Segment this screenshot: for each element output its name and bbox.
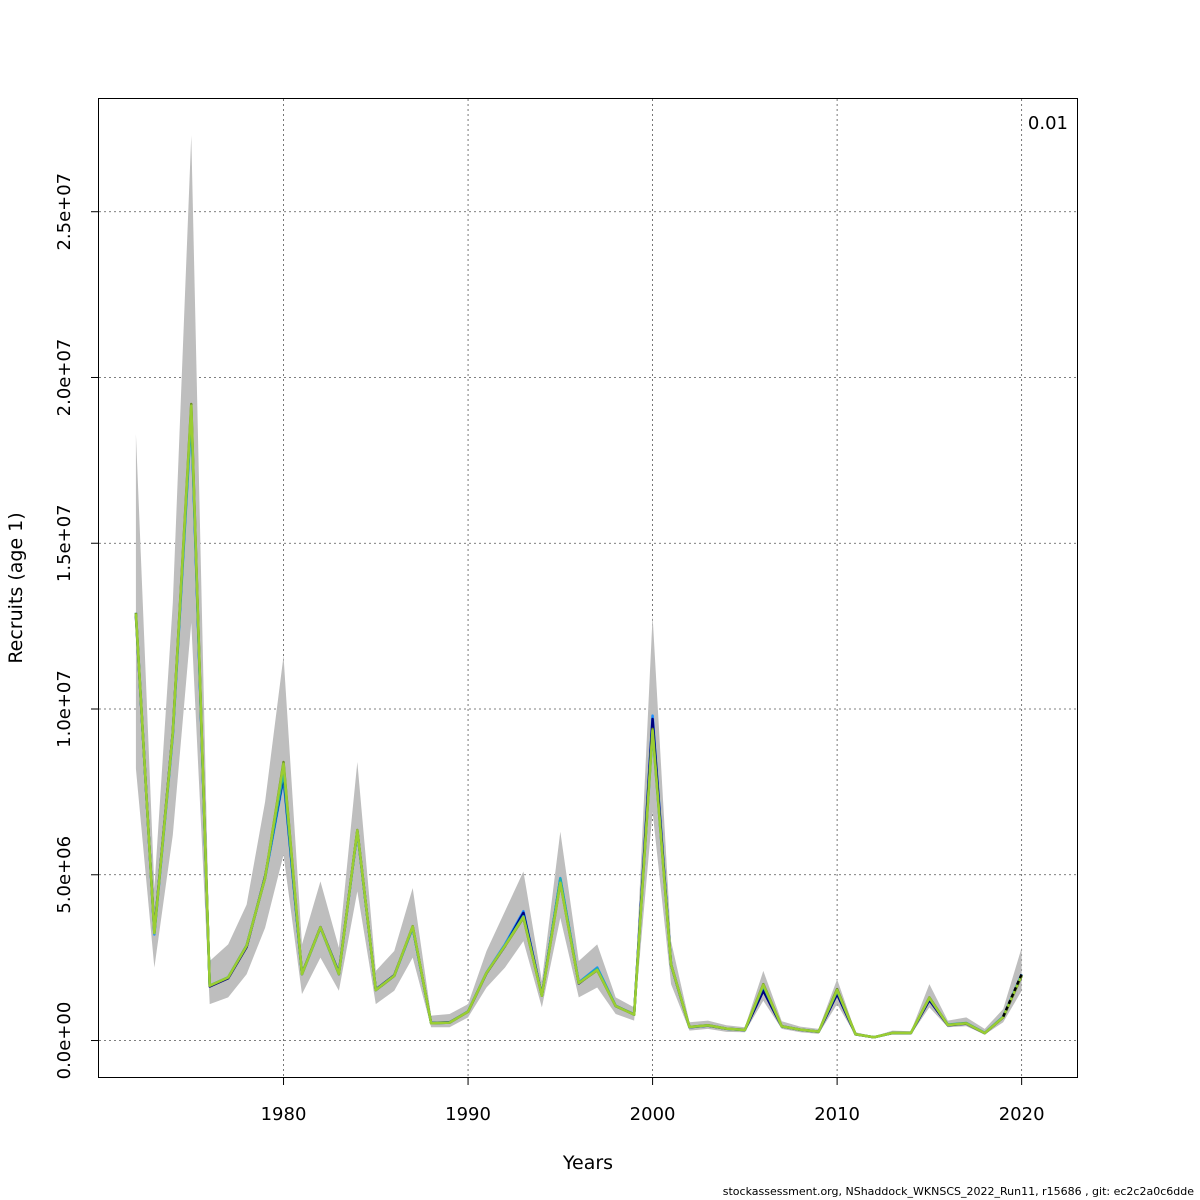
x-axis: 1980 1990 2000 2010 2020 (261, 1077, 1045, 1125)
y-tick-label-1: 5.0e+06 (54, 836, 75, 914)
projection-line (1002, 973, 1023, 1018)
confidence-band (135, 135, 1022, 1038)
corner-label: 0.01 (1028, 113, 1068, 134)
y-tick-label-0: 0.0e+00 (54, 1002, 75, 1080)
y-axis-title: Recruits (age 1) (5, 512, 27, 663)
series-line-3 (134, 412, 1023, 1039)
x-axis-title: Years (562, 1152, 613, 1174)
x-tick-label-1980: 1980 (261, 1104, 307, 1125)
grid-layer (99, 99, 1077, 1077)
plot-frame (98, 98, 1078, 1078)
series-line-5 (134, 404, 1023, 1039)
x-tick-label-2010: 2010 (814, 1104, 860, 1125)
y-tick-label-2: 1.0e+07 (54, 670, 75, 748)
y-tick-label-3: 1.5e+07 (54, 504, 75, 582)
series-layer (134, 402, 1023, 1039)
x-tick-label-1990: 1990 (445, 1104, 491, 1125)
footer-credit: stockassessment.org, NShaddock_WKNSCS_20… (722, 1185, 1194, 1198)
y-tick-label-5: 2.5e+07 (54, 173, 75, 251)
y-axis: 0.0e+00 5.0e+06 1.0e+07 1.5e+07 2.0e+07 2.5e+… (54, 173, 99, 1080)
series-line-4 (134, 402, 1023, 1039)
x-tick-label-2020: 2020 (999, 1104, 1045, 1125)
y-tick-label-4: 2.0e+07 (54, 339, 75, 417)
series-line-2 (134, 409, 1023, 1039)
x-tick-label-2000: 2000 (630, 1104, 676, 1125)
series-line-1 (134, 416, 1023, 1039)
confidence-band-layer (135, 135, 1022, 1038)
